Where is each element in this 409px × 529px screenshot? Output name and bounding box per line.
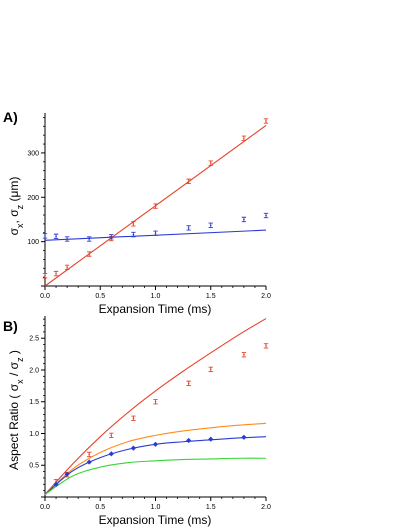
panel-a-x-axis-label: Expansion Time (ms) xyxy=(99,302,212,316)
panel-b-fit-line-0 xyxy=(44,318,267,495)
panel-a-plot: 0.0 0.5 1.0 1.5 2.0 100 200 300 xyxy=(27,113,271,300)
panel-b-point-s0 xyxy=(208,366,213,372)
panel-b-point-s1 xyxy=(64,471,70,477)
svg-text:σx, σz (μm): σx, σz (μm) xyxy=(7,177,25,236)
panel-b-point-s0 xyxy=(109,432,114,439)
panel-a-point-s0 xyxy=(53,270,59,277)
panel-b-point-s1 xyxy=(186,437,192,444)
panel-a-point-s1 xyxy=(53,233,59,239)
panel-b-point-s1 xyxy=(53,481,59,487)
panel-a-point-s1 xyxy=(208,222,213,228)
panel-a-point-s1 xyxy=(131,231,136,238)
panel-a-point-s0 xyxy=(241,135,247,141)
panel-b-y-tick-label: 1.0 xyxy=(29,431,39,438)
panel-b-y-tick-label: 2.0 xyxy=(29,367,39,374)
panel-b-point-s1 xyxy=(152,441,159,447)
panel-a-point-s1 xyxy=(241,216,247,223)
panel-b-x-axis-label: Expansion Time (ms) xyxy=(99,513,212,527)
panel-a-point-s0 xyxy=(263,118,269,124)
panel-b-y-tick-label: 1.5 xyxy=(29,399,39,406)
panel-a-x-tick-label: 2.0 xyxy=(261,293,271,300)
panel-b-point-s0 xyxy=(186,380,191,386)
panel-a-point-s1 xyxy=(263,212,269,219)
panel-b-y-axis-label: Aspect Ratio ( σx / σz ) xyxy=(7,350,25,470)
panel-b-x-tick-label: 1.0 xyxy=(151,504,161,511)
panel-b-x-tick-label: 1.5 xyxy=(206,504,216,511)
panel-b-x-tick-label: 2.0 xyxy=(261,504,271,511)
panel-b-point-s1 xyxy=(86,459,92,465)
panel-a-y-axis-label: σx, σz (μm) xyxy=(7,177,25,236)
panel-b-fit-line-3 xyxy=(44,457,267,495)
panel-b-point-s1 xyxy=(108,451,114,457)
panel-a-x-tick-label: 1.0 xyxy=(151,293,161,300)
panel-b-point-s1 xyxy=(130,445,136,451)
panel-b-point-s1 xyxy=(208,436,214,442)
panel-b-point-s0 xyxy=(153,399,158,405)
panel-a-point-s0 xyxy=(87,251,92,257)
panel-a-x-tick-label: 1.5 xyxy=(206,293,216,300)
panel-a-point-s1 xyxy=(64,236,70,242)
panel-b-x-tick-label: 0.5 xyxy=(95,504,105,511)
panel-a-point-s0 xyxy=(42,273,48,279)
panel-a-point-s0 xyxy=(64,264,70,271)
panel-b-label: B) xyxy=(3,318,18,334)
panel-b-y-tick-label: 2.5 xyxy=(29,336,39,343)
panel-a-label: A) xyxy=(3,109,18,125)
panel-a-point-s0 xyxy=(208,160,213,166)
panel-a-y-tick-label: 300 xyxy=(27,150,39,157)
panel-a-point-s1 xyxy=(87,236,92,242)
panel-a-point-s0 xyxy=(131,221,136,227)
panel-b-y-tick-label: 0.5 xyxy=(29,463,39,470)
panel-a-point-s0 xyxy=(153,203,158,209)
panel-a-x-tick-label: 0.0 xyxy=(40,293,50,300)
panel-a-y-tick-label: 200 xyxy=(27,195,39,202)
panel-b-point-s0 xyxy=(87,451,92,458)
panel-b-plot: 0.0 0.5 1.0 1.5 2.0 0.5 1.0 1.5 2.0 2.5 xyxy=(29,316,271,511)
panel-a-point-s1 xyxy=(109,234,114,240)
panel-a-point-s0 xyxy=(186,178,191,184)
panel-a-point-s1 xyxy=(153,230,158,236)
panel-b-fit-line-1 xyxy=(44,422,267,495)
panel-a-y-tick-label: 100 xyxy=(27,239,39,246)
panel-b-point-s1 xyxy=(241,434,247,440)
panel-a-x-tick-label: 0.5 xyxy=(95,293,105,300)
panel-a-point-s1 xyxy=(186,225,191,231)
panel-a-point-s1 xyxy=(42,233,48,239)
panel-b-point-s0 xyxy=(241,352,247,358)
panel-b-x-tick-label: 0.0 xyxy=(40,504,50,511)
svg-text:Aspect Ratio ( σx / σz ): Aspect Ratio ( σx / σz ) xyxy=(7,350,25,470)
panel-b-point-s0 xyxy=(263,343,269,349)
panel-b-point-s0 xyxy=(131,415,136,421)
